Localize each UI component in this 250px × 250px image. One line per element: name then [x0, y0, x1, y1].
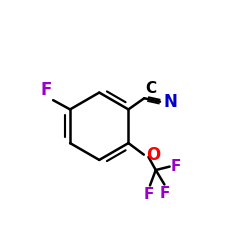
Text: O: O — [146, 146, 160, 164]
Text: F: F — [160, 186, 170, 202]
Text: F: F — [171, 159, 181, 174]
Text: N: N — [163, 93, 177, 111]
Text: F: F — [41, 81, 52, 99]
Text: C: C — [145, 81, 156, 96]
Text: F: F — [144, 187, 154, 202]
